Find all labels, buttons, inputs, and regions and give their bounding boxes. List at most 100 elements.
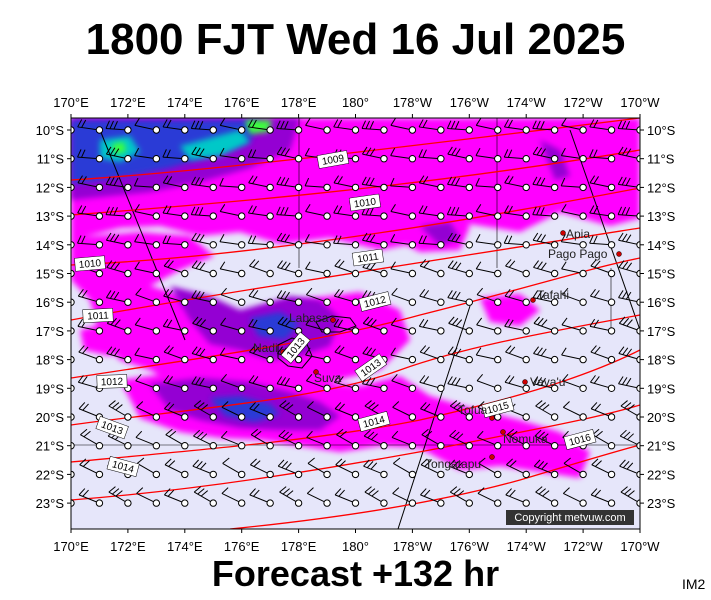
rain-extreme-layer bbox=[112, 120, 272, 154]
wind-barb bbox=[163, 345, 189, 364]
wind-barb bbox=[276, 376, 303, 392]
wind-barb bbox=[134, 347, 161, 364]
isobar-label: 1012 bbox=[101, 377, 124, 389]
wind-barb bbox=[249, 488, 274, 507]
wind-barb bbox=[390, 147, 417, 163]
lat-label-left: 13°S bbox=[36, 209, 65, 224]
wind-barb bbox=[561, 204, 587, 220]
wind-barb bbox=[419, 259, 445, 278]
wind-barb bbox=[162, 175, 189, 192]
wind-barb bbox=[333, 175, 360, 192]
wind-barb bbox=[163, 375, 189, 392]
wind-barb bbox=[589, 235, 616, 249]
longitude-labels-bottom: 170°E 172°E 174°E 176°E 178°E 180° 178°W 176°W 1… bbox=[53, 529, 660, 554]
wind-barb bbox=[392, 487, 417, 507]
image-id: IM2 bbox=[682, 576, 706, 592]
latitude-labels-left: 10°S 11°S 12°S 13°S 14°S 15°S 16°S 17°S 18°S 19°S… bbox=[36, 123, 71, 511]
wind-barb bbox=[361, 120, 388, 134]
wind-barb bbox=[532, 232, 559, 249]
lat-label-right: 11°S bbox=[647, 152, 675, 167]
wind-barb bbox=[589, 119, 616, 134]
lon-label-bottom: 180° bbox=[342, 539, 369, 554]
wind-barb bbox=[305, 317, 331, 335]
isobar-label: 1009 bbox=[321, 153, 345, 168]
wind-barb bbox=[105, 206, 132, 220]
wind-barb bbox=[276, 120, 303, 134]
wind-barb bbox=[77, 205, 104, 220]
lat-label-left: 15°S bbox=[36, 267, 65, 282]
wind-barb bbox=[419, 345, 445, 364]
lon-label-bottom: 178°E bbox=[281, 539, 317, 554]
wind-barb bbox=[390, 233, 417, 249]
wind-barb bbox=[135, 287, 161, 306]
wind-barb bbox=[589, 205, 616, 220]
wind-barb bbox=[249, 345, 274, 364]
lon-label-bottom: 170°E bbox=[53, 539, 89, 554]
lat-label-left: 12°S bbox=[36, 180, 65, 195]
lat-label-left: 10°S bbox=[36, 123, 65, 138]
wind-barb bbox=[617, 120, 640, 134]
lat-label-right: 17°S bbox=[647, 324, 676, 339]
wind-barb bbox=[306, 487, 331, 507]
wind-barb bbox=[389, 177, 417, 192]
wind-barb bbox=[504, 175, 530, 192]
lat-label-right: 20°S bbox=[647, 410, 676, 425]
wind-barb bbox=[506, 458, 530, 479]
wind-barb bbox=[589, 175, 616, 192]
wind-barb bbox=[306, 401, 331, 421]
wind-barb bbox=[418, 235, 445, 249]
wind-barb bbox=[191, 346, 217, 364]
wind-barb bbox=[77, 149, 104, 163]
lon-label-top: 176°E bbox=[224, 95, 260, 110]
wind-barb bbox=[476, 317, 502, 335]
wind-barb bbox=[193, 400, 217, 421]
lat-label-left: 18°S bbox=[36, 353, 65, 368]
wind-barb bbox=[219, 261, 246, 278]
wind-barb bbox=[248, 318, 274, 335]
wind-barb bbox=[562, 487, 587, 507]
wind-barb bbox=[191, 376, 217, 392]
wind-barb bbox=[305, 118, 331, 134]
wind-barb bbox=[162, 119, 189, 134]
wind-barb bbox=[475, 233, 502, 249]
wind-barb bbox=[135, 373, 161, 392]
wind-barb bbox=[561, 261, 587, 278]
wind-barb bbox=[448, 459, 473, 479]
wind-barb bbox=[418, 119, 445, 134]
wind-barb bbox=[219, 177, 246, 192]
wind-barb bbox=[506, 428, 530, 450]
wind-barb bbox=[560, 147, 587, 163]
wind-barb bbox=[361, 176, 388, 192]
wind-barb bbox=[590, 402, 616, 421]
wind-barb bbox=[446, 206, 473, 220]
lat-label-left: 16°S bbox=[36, 295, 65, 310]
wind-barb bbox=[334, 259, 360, 278]
wind-barb bbox=[333, 375, 360, 392]
wind-barb bbox=[533, 316, 559, 335]
copyright-badge: Copyright metvuw.com bbox=[506, 510, 634, 525]
lat-label-right: 21°S bbox=[647, 439, 676, 454]
fiji-islands bbox=[277, 315, 357, 369]
place-label-labasa: Labasa bbox=[289, 311, 329, 325]
lat-label-left: 17°S bbox=[36, 324, 65, 339]
wind-barb bbox=[305, 373, 331, 392]
wind-barb bbox=[534, 429, 559, 450]
forecast-title: 1800 FJT Wed 16 Jul 2025 bbox=[85, 15, 626, 64]
wind-barb bbox=[478, 457, 502, 479]
wind-barb bbox=[505, 488, 530, 507]
wind-barb bbox=[191, 232, 217, 249]
lon-label-bottom: 172°W bbox=[564, 539, 604, 554]
wind-barb bbox=[250, 458, 274, 479]
wind-barb bbox=[421, 428, 445, 450]
wind-barb bbox=[591, 458, 616, 479]
lon-label-top: 174°E bbox=[167, 95, 203, 110]
wind-barb bbox=[533, 459, 559, 479]
wind-barb bbox=[334, 345, 360, 364]
wind-barb bbox=[503, 235, 530, 249]
wind-barb bbox=[390, 347, 417, 364]
wind-barb bbox=[249, 259, 274, 278]
wind-barb bbox=[276, 290, 303, 306]
isobar-label: 1010 bbox=[78, 258, 102, 271]
wind-barb bbox=[191, 290, 217, 306]
wind-barb bbox=[247, 149, 274, 163]
